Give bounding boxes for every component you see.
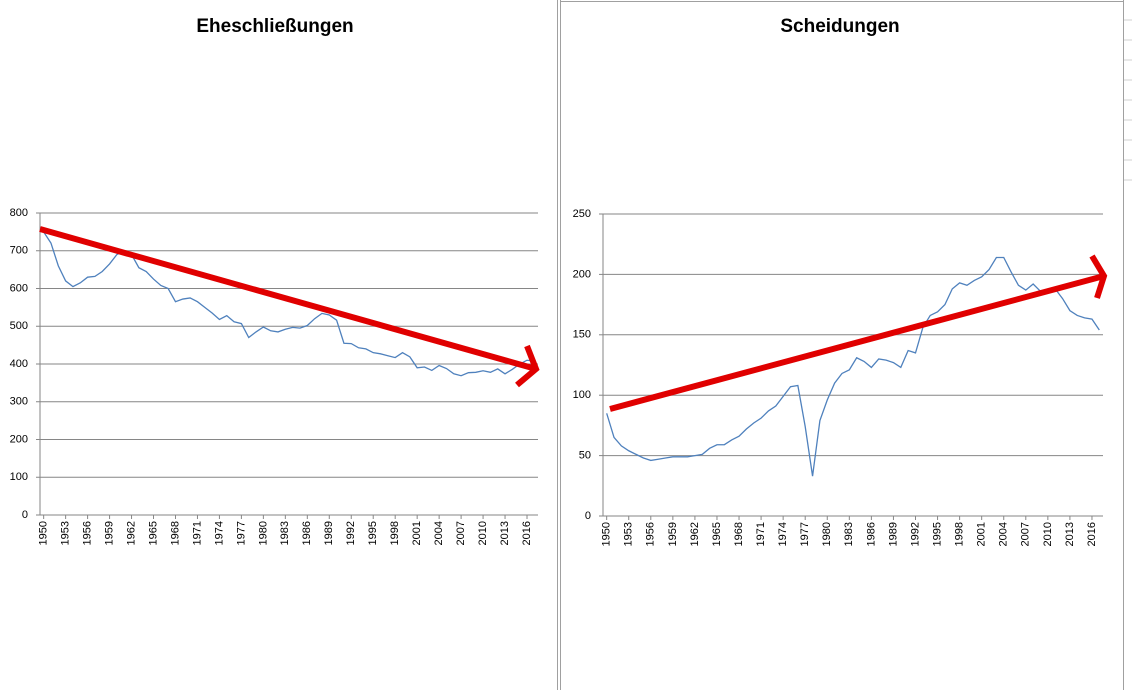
x-tick-label: 1992: [909, 522, 921, 546]
x-tick-label: 2004: [433, 521, 445, 545]
x-tick-label: 2013: [1064, 522, 1076, 546]
trend-arrows: [39, 226, 1108, 412]
x-tick-label: 1956: [645, 522, 657, 546]
sheet-grid: [1124, 19, 1132, 181]
y-tick-label: 200: [10, 433, 28, 445]
arrow-head: [1089, 254, 1108, 299]
x-tick-label: 1959: [667, 522, 679, 546]
trend-arrow: [39, 226, 537, 372]
data-line: [606, 256, 1100, 477]
y-tick-label: 400: [10, 358, 28, 370]
x-tick-label: 2016: [521, 521, 533, 545]
x-tick-label: 2007: [455, 521, 467, 545]
x-tick-label: 1968: [169, 521, 181, 545]
chart-title: Eheschließungen: [196, 16, 353, 37]
x-tick-label: 1962: [125, 521, 137, 545]
x-tick-label: 1989: [887, 522, 899, 546]
x-tick-label: 1950: [601, 522, 613, 546]
x-tick-label: 2013: [499, 521, 511, 545]
y-tick-label: 0: [22, 509, 28, 521]
arrow-head: [515, 344, 540, 388]
y-tick-label: 700: [10, 245, 28, 257]
x-tick-label: 1980: [257, 521, 269, 545]
x-tick-label: 1995: [367, 521, 379, 545]
x-tick-label: 1986: [301, 521, 313, 545]
y-tick-label: 600: [10, 282, 28, 294]
x-tick-label: 1998: [954, 522, 966, 546]
x-tick-label: 1977: [235, 521, 247, 545]
x-tick-label: 1986: [865, 522, 877, 546]
x-tick-label: 1974: [213, 521, 225, 545]
x-tick-label: 1956: [82, 521, 94, 545]
x-tick-label: 1992: [345, 521, 357, 545]
x-tick-label: 2010: [477, 521, 489, 545]
x-tick-label: 1953: [60, 521, 72, 545]
x-tick-label: 2001: [976, 522, 988, 546]
y-tick-label: 300: [10, 396, 28, 408]
y-tick-label: 800: [10, 207, 28, 219]
y-tick-label: 150: [573, 329, 591, 341]
x-tick-label: 1971: [191, 521, 203, 545]
x-tick-label: 1980: [821, 522, 833, 546]
y-tick-label: 50: [579, 450, 591, 462]
x-tick-label: 1977: [799, 522, 811, 546]
trend-arrow: [609, 273, 1105, 412]
x-tick-label: 1965: [147, 521, 159, 545]
chart-title: Scheidungen: [780, 16, 899, 37]
x-tick-label: 2007: [1020, 522, 1032, 546]
x-tick-label: 1989: [323, 521, 335, 545]
x-tick-label: 1974: [777, 522, 789, 546]
x-tick-label: 1959: [103, 521, 115, 545]
x-tick-label: 1995: [931, 522, 943, 546]
y-tick-label: 0: [585, 510, 591, 522]
x-tick-label: 1950: [38, 521, 50, 545]
x-tick-label: 2016: [1086, 522, 1098, 546]
y-tick-label: 100: [10, 471, 28, 483]
x-tick-label: 2004: [998, 522, 1010, 546]
y-tick-label: 200: [573, 268, 591, 280]
x-tick-label: 1983: [843, 522, 855, 546]
x-tick-label: 2001: [411, 521, 423, 545]
y-tick-label: 100: [573, 389, 591, 401]
y-tick-label: 500: [10, 320, 28, 332]
x-tick-label: 1983: [279, 521, 291, 545]
x-tick-label: 1965: [711, 522, 723, 546]
x-tick-label: 1971: [755, 522, 767, 546]
x-tick-label: 1953: [623, 522, 635, 546]
x-tick-label: 1968: [733, 522, 745, 546]
x-tick-label: 1962: [689, 522, 701, 546]
x-tick-label: 1998: [389, 521, 401, 545]
y-tick-label: 250: [573, 208, 591, 220]
x-tick-label: 2010: [1042, 522, 1054, 546]
